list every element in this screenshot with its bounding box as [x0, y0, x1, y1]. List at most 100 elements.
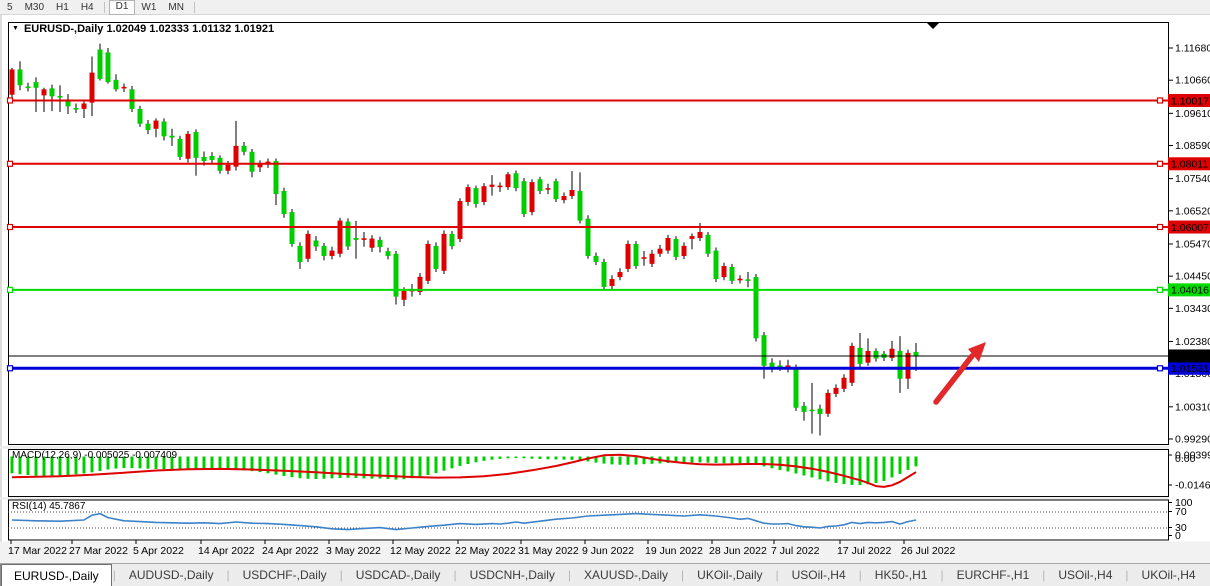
tab-eurusd-daily-0[interactable]: EURUSD-,Daily	[1, 564, 112, 586]
chart-legend: ▼ EURUSD-,Daily 1.02049 1.02333 1.01132 …	[12, 23, 274, 35]
date-label: 26 Jul 2022	[901, 545, 955, 557]
price-tag	[1168, 157, 1210, 171]
timeframe-button-h4[interactable]: H4	[80, 1, 94, 13]
chart-canvas[interactable]: 1.11680 1.10660 1.09610 1.08590 1.07540 1.065…	[0, 0, 1210, 564]
date-label: 27 Mar 2022	[69, 545, 128, 557]
line-handle[interactable]	[1156, 160, 1164, 167]
line-handle[interactable]	[6, 365, 14, 372]
trend-arrow[interactable]	[933, 342, 986, 405]
candle-body	[145, 123, 151, 131]
candle-body	[721, 266, 727, 278]
price-tick-label: 1.09610	[1175, 108, 1210, 120]
line-handle[interactable]	[6, 286, 14, 293]
macd-axis-min: -0.014693	[1175, 480, 1210, 492]
date-label: 3 May 2022	[326, 545, 381, 557]
price-tag-text: 1.04016	[1171, 285, 1209, 297]
candle-body	[761, 335, 767, 366]
candle-body	[193, 131, 199, 158]
candle-body	[609, 278, 615, 286]
candle-body	[417, 276, 423, 292]
candle-body	[137, 108, 143, 124]
line-handle[interactable]	[1156, 223, 1164, 231]
rsi-axis-label: 0	[1175, 530, 1181, 542]
candle-body	[161, 121, 167, 137]
tab-separator: |	[775, 568, 779, 582]
price-tick-label: 1.11680	[1175, 43, 1210, 55]
tab-separator: |	[940, 568, 944, 582]
hlines-layer	[6, 97, 1168, 372]
candle-body	[809, 409, 815, 412]
current-price-tag	[1168, 349, 1210, 363]
date-label: 7 Jul 2022	[771, 545, 820, 557]
timeframe-button-5[interactable]: 5	[7, 1, 13, 13]
candle-body	[425, 243, 431, 281]
tab-eurchf-h1-9[interactable]: EURCHF-,H1	[956, 568, 1030, 582]
tab-separator: |	[339, 568, 343, 582]
tab-separator: |	[858, 568, 862, 582]
candle-body	[369, 238, 375, 248]
timeframe-button-m30[interactable]: M30	[24, 1, 45, 13]
tab-xauusd-daily-5[interactable]: XAUUSD-,Daily	[584, 568, 669, 582]
candle-body	[697, 231, 703, 238]
candle-body	[225, 164, 231, 171]
candle-body	[353, 237, 359, 240]
candle-body	[913, 351, 919, 356]
line-handle[interactable]	[6, 160, 14, 167]
candle-body	[121, 86, 127, 89]
tab-usdcnh-daily-4[interactable]: USDCNH-,Daily	[469, 568, 555, 582]
tab-audusd-daily-1[interactable]: AUDUSD-,Daily	[128, 568, 214, 582]
candle-body	[313, 240, 319, 247]
timeframe-button-mn[interactable]: MN	[168, 1, 184, 13]
timeframe-button-w1[interactable]: W1	[141, 1, 157, 13]
price-tag	[1168, 220, 1210, 234]
tab-usoil-h4-10[interactable]: USOil-,H4	[1058, 568, 1113, 582]
candle-body	[169, 135, 175, 138]
candle-body	[337, 220, 343, 254]
candle-body	[17, 69, 23, 86]
price-tag	[1168, 361, 1210, 375]
candle-body	[249, 151, 255, 172]
tab-usoil-h4-7[interactable]: USOil-,H4	[791, 568, 846, 582]
candle-body	[209, 155, 215, 161]
macd-indicator-label: MACD(12,26,9) -0.005025 -0.007409	[12, 450, 178, 461]
tab-hk50-h1-8[interactable]: HK50-,H1	[874, 568, 928, 582]
candles-layer	[9, 43, 919, 436]
line-handle[interactable]	[1156, 286, 1164, 293]
rsi-layer	[8, 511, 1168, 531]
tab-usdcad-daily-3[interactable]: USDCAD-,Daily	[355, 568, 441, 582]
symbol-tab-bar: EURUSD-,Daily | AUDUSD-,Daily | USDCHF-,Dail…	[0, 563, 1210, 586]
timeframe-button-h1[interactable]: H1	[56, 1, 69, 13]
candle-body	[713, 250, 719, 279]
tab-separator: |	[567, 568, 572, 582]
candle-body	[705, 234, 711, 254]
date-label: 31 May 2022	[518, 545, 579, 557]
candle-body	[753, 277, 759, 339]
candle-body	[745, 279, 751, 281]
candle-body	[297, 245, 303, 262]
timeframe-button-d1[interactable]: D1	[108, 0, 136, 15]
date-label: 17 Mar 2022	[8, 545, 67, 557]
tab-usdchf-daily-2[interactable]: USDCHF-,Daily	[242, 568, 327, 582]
date-label: 24 Apr 2022	[262, 545, 319, 557]
line-handle[interactable]	[6, 223, 14, 231]
rsi-axis-label: 100	[1175, 497, 1193, 509]
candle-body	[329, 250, 335, 256]
candle-body	[553, 181, 559, 200]
candle-body	[905, 352, 911, 379]
line-handle[interactable]	[1156, 365, 1164, 372]
candle-body	[689, 236, 695, 239]
candle-body	[633, 243, 639, 267]
candle-body	[473, 188, 479, 204]
candle-body	[785, 365, 791, 368]
line-handle[interactable]	[6, 97, 14, 104]
tab-separator: |	[1125, 568, 1129, 582]
current-price-tag-text: 1.01921	[1171, 351, 1209, 363]
candle-body	[889, 348, 895, 358]
candle-body	[673, 238, 679, 257]
date-axis[interactable]: 17 Mar 2022 27 Mar 2022 5 Apr 2022 14 Apr 2…	[0, 540, 1210, 564]
line-handle[interactable]	[1156, 97, 1164, 104]
toolbar-separator	[103, 1, 105, 13]
tab-ukoil-daily-6[interactable]: UKOil-,Daily	[697, 568, 763, 582]
price-axis[interactable]: 1.11680 1.10660 1.09610 1.08590 1.07540 1.065…	[1168, 14, 1210, 542]
tab-ukoil-h4-11[interactable]: UKOil-,H4	[1141, 568, 1196, 582]
